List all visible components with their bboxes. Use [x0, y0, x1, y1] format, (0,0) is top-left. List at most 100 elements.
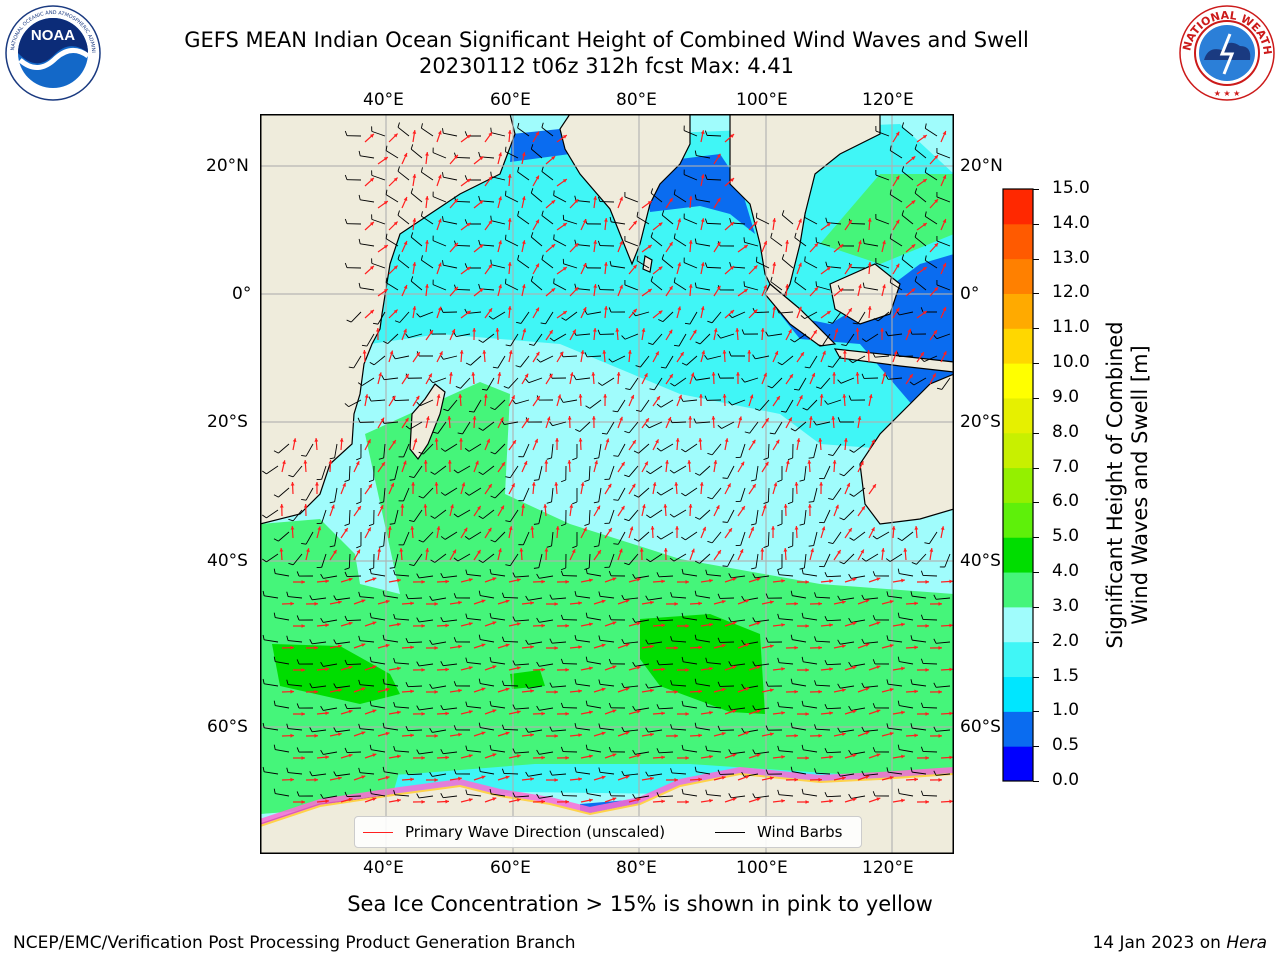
wind-barb	[501, 680, 519, 687]
wave-direction-arrow	[617, 505, 625, 517]
wave-direction-arrow	[736, 371, 740, 385]
wave-direction-arrow	[724, 753, 737, 759]
wave-direction-arrow	[545, 690, 559, 694]
wind-barb	[889, 233, 903, 247]
wave-direction-arrow	[760, 547, 765, 561]
colorbar-tick-label: 15.0	[1052, 178, 1090, 198]
lon-label-top-120e: 120°E	[862, 90, 914, 110]
wave-direction-arrow	[578, 437, 583, 451]
wave-direction-arrow	[473, 731, 486, 737]
wind-barb	[635, 355, 650, 368]
wave-direction-arrow	[820, 526, 826, 539]
wave-direction-arrow	[688, 283, 693, 297]
wind-barb	[824, 659, 842, 666]
wind-barb	[849, 487, 866, 497]
wind-barb	[505, 234, 519, 247]
wave-direction-arrow	[713, 775, 726, 781]
wind-barb	[601, 421, 615, 435]
wind-barb	[378, 531, 386, 548]
wave-direction-arrow	[604, 262, 608, 275]
wave-direction-arrow	[735, 327, 740, 341]
wind-barb	[683, 169, 698, 181]
wind-barb	[358, 150, 375, 159]
wave-direction-arrow	[796, 218, 802, 231]
wave-direction-arrow	[353, 460, 360, 473]
wind-barb	[735, 531, 746, 547]
wave-direction-arrow	[700, 526, 707, 539]
wind-barb	[670, 592, 687, 599]
wave-direction-arrow	[459, 349, 464, 363]
wind-barb	[885, 374, 903, 380]
wave-direction-arrow	[880, 327, 884, 341]
wind-barb	[333, 727, 351, 733]
wind-barb	[309, 683, 327, 689]
wave-direction-arrow	[916, 579, 930, 584]
wind-barb	[409, 465, 423, 478]
wave-direction-arrow	[555, 525, 560, 539]
wave-direction-arrow	[820, 799, 833, 804]
wind-barb	[478, 509, 495, 519]
wave-direction-arrow	[676, 218, 682, 231]
wind-barb	[418, 531, 434, 543]
wave-direction-arrow	[508, 754, 521, 759]
wind-barb	[525, 595, 543, 601]
wave-direction-arrow	[940, 306, 947, 319]
wind-barb	[608, 614, 626, 621]
wave-direction-arrow	[316, 526, 322, 539]
wind-barb	[585, 612, 602, 621]
wind-barb	[512, 399, 530, 405]
wave-direction-arrow	[532, 131, 540, 143]
wind-barb	[897, 788, 914, 797]
wind-barb	[861, 553, 879, 562]
wind-barb	[530, 144, 543, 159]
wind-barb	[936, 147, 951, 159]
wind-barb	[273, 531, 290, 542]
wind-barb	[704, 355, 722, 360]
wave-direction-arrow	[676, 756, 690, 760]
wave-direction-arrow	[604, 483, 612, 495]
wave-direction-arrow	[569, 733, 582, 738]
wind-barb	[309, 771, 327, 777]
wind-barb	[309, 639, 327, 645]
wind-barb	[728, 749, 746, 755]
wind-barb	[920, 355, 938, 363]
wave-direction-arrow	[473, 505, 482, 517]
wave-direction-arrow	[639, 547, 644, 561]
wind-barb	[684, 311, 698, 325]
wind-barb	[369, 568, 386, 577]
wind-barb	[656, 792, 674, 798]
wave-direction-arrow	[460, 710, 473, 715]
wave-direction-arrow	[868, 483, 877, 495]
wind-barb	[405, 637, 423, 644]
wave-direction-arrow	[545, 602, 559, 606]
wind-barb	[320, 661, 338, 667]
wind-barb	[517, 122, 530, 137]
wind-barb	[872, 571, 890, 577]
wind-barb	[505, 278, 519, 291]
wind-barb	[489, 788, 506, 797]
wind-barb	[914, 188, 927, 203]
wind-barb	[333, 595, 351, 601]
wind-barb	[405, 593, 423, 600]
wind-barb	[804, 355, 818, 369]
wind-barb	[754, 399, 770, 411]
wind-barb	[939, 553, 951, 568]
wind-barb	[717, 593, 735, 599]
wind-barb	[273, 612, 290, 621]
wave-direction-arrow	[818, 437, 823, 451]
wave-direction-arrow	[460, 578, 473, 583]
wind-barb	[385, 277, 399, 291]
wave-direction-arrow	[689, 777, 703, 782]
wave-direction-arrow	[305, 645, 319, 650]
wind-barb	[405, 769, 423, 776]
wave-direction-arrow	[412, 667, 426, 672]
wave-direction-arrow	[771, 525, 775, 539]
wind-barb	[358, 679, 375, 687]
wind-barb	[490, 259, 506, 269]
wind-barb	[704, 174, 722, 181]
wind-barb	[560, 790, 578, 797]
wave-direction-arrow	[905, 155, 916, 165]
wind-barb	[814, 768, 831, 775]
wind-barb	[646, 465, 663, 475]
wind-barb	[416, 617, 434, 623]
